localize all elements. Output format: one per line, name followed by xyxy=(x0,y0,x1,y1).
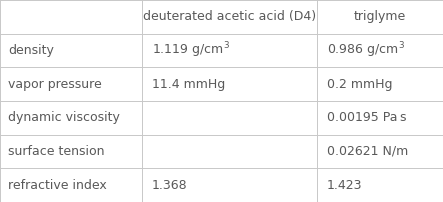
Text: 0.02621 N/m: 0.02621 N/m xyxy=(327,145,408,158)
Text: surface tension: surface tension xyxy=(8,145,105,158)
Text: 1.119 g/cm$^3$: 1.119 g/cm$^3$ xyxy=(152,41,230,60)
Text: density: density xyxy=(8,44,54,57)
Text: triglyme: triglyme xyxy=(354,10,406,23)
Text: vapor pressure: vapor pressure xyxy=(8,78,102,91)
Text: refractive index: refractive index xyxy=(8,179,107,192)
Text: 11.4 mmHg: 11.4 mmHg xyxy=(152,78,225,91)
Text: dynamic viscosity: dynamic viscosity xyxy=(8,111,120,124)
Text: 0.00195 Pa s: 0.00195 Pa s xyxy=(327,111,407,124)
Text: 1.423: 1.423 xyxy=(327,179,362,192)
Text: 0.2 mmHg: 0.2 mmHg xyxy=(327,78,392,91)
Text: 1.368: 1.368 xyxy=(152,179,188,192)
Text: deuterated acetic acid (D4): deuterated acetic acid (D4) xyxy=(143,10,316,23)
Text: 0.986 g/cm$^3$: 0.986 g/cm$^3$ xyxy=(327,41,405,60)
